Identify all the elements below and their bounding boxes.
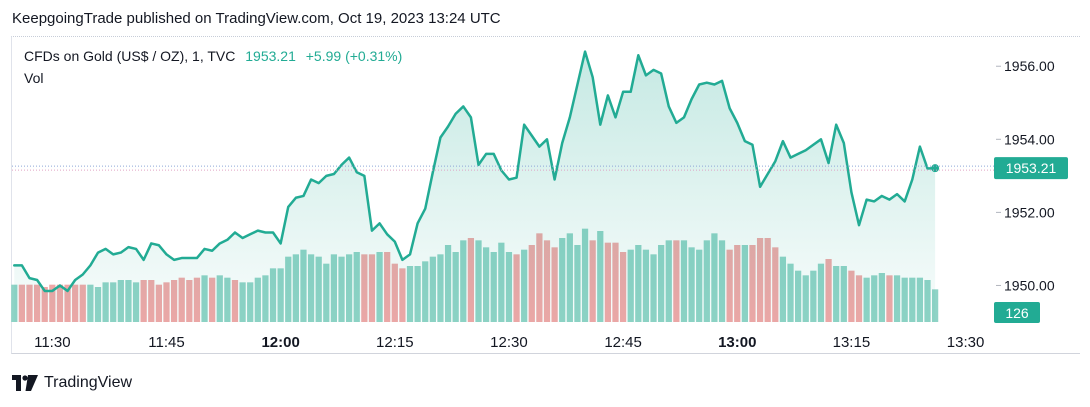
x-tick-label: 12:45: [604, 334, 642, 351]
chart-frame: [11, 36, 1080, 354]
y-tick-label: 1950.00: [1004, 277, 1055, 293]
x-tick-label: 11:30: [34, 334, 70, 351]
price-area: [13, 50, 940, 323]
y-tick-label: 1952.00: [1004, 204, 1055, 220]
volume-label: Vol: [24, 70, 44, 86]
last-price-point: [931, 164, 940, 173]
price-line: [13, 50, 937, 293]
time-axis[interactable]: 11:30 11:45 12:00 12:15 12:30 12:45 13:00 13:15…: [34, 334, 984, 351]
x-tick-label: 12:15: [376, 334, 414, 351]
tradingview-brand: TradingView: [44, 374, 133, 391]
price-area-fill: [14, 51, 936, 323]
price-axis[interactable]: 1950.00 1952.00 1954.00 1956.00 1953.21 126: [994, 58, 1068, 323]
x-tick-label: 13:15: [833, 334, 871, 351]
x-tick-label: 12:30: [490, 334, 528, 351]
price-change-value: +5.99 (+0.31%): [305, 48, 403, 64]
x-tick-label: 13:30: [947, 334, 985, 351]
x-tick-label: 11:45: [148, 334, 184, 351]
symbol-title: CFDs on Gold (US$ / OZ), 1, TVC: [24, 48, 236, 64]
symbol-legend: CFDs on Gold (US$ / OZ), 1, TVC 1953.21 …: [24, 48, 402, 64]
tradingview-logo-icon: [12, 375, 38, 391]
volume-tag: [994, 302, 1040, 323]
price-tag-label: 1953.21: [1006, 160, 1057, 176]
price-tag: [994, 157, 1068, 180]
y-tick-label: 1956.00: [1004, 58, 1055, 74]
x-tick-label: 13:00: [718, 334, 756, 351]
last-price-lines: [12, 165, 996, 171]
last-price-value: 1953.21: [245, 48, 296, 64]
tradingview-logo[interactable]: TradingView: [12, 374, 132, 392]
x-tick-label: 12:00: [261, 334, 299, 351]
volume-tag-label: 126: [1005, 305, 1029, 321]
y-tick-label: 1954.00: [1004, 131, 1055, 147]
publish-caption: KeepgoingTrade published on TradingView.…: [12, 10, 501, 27]
